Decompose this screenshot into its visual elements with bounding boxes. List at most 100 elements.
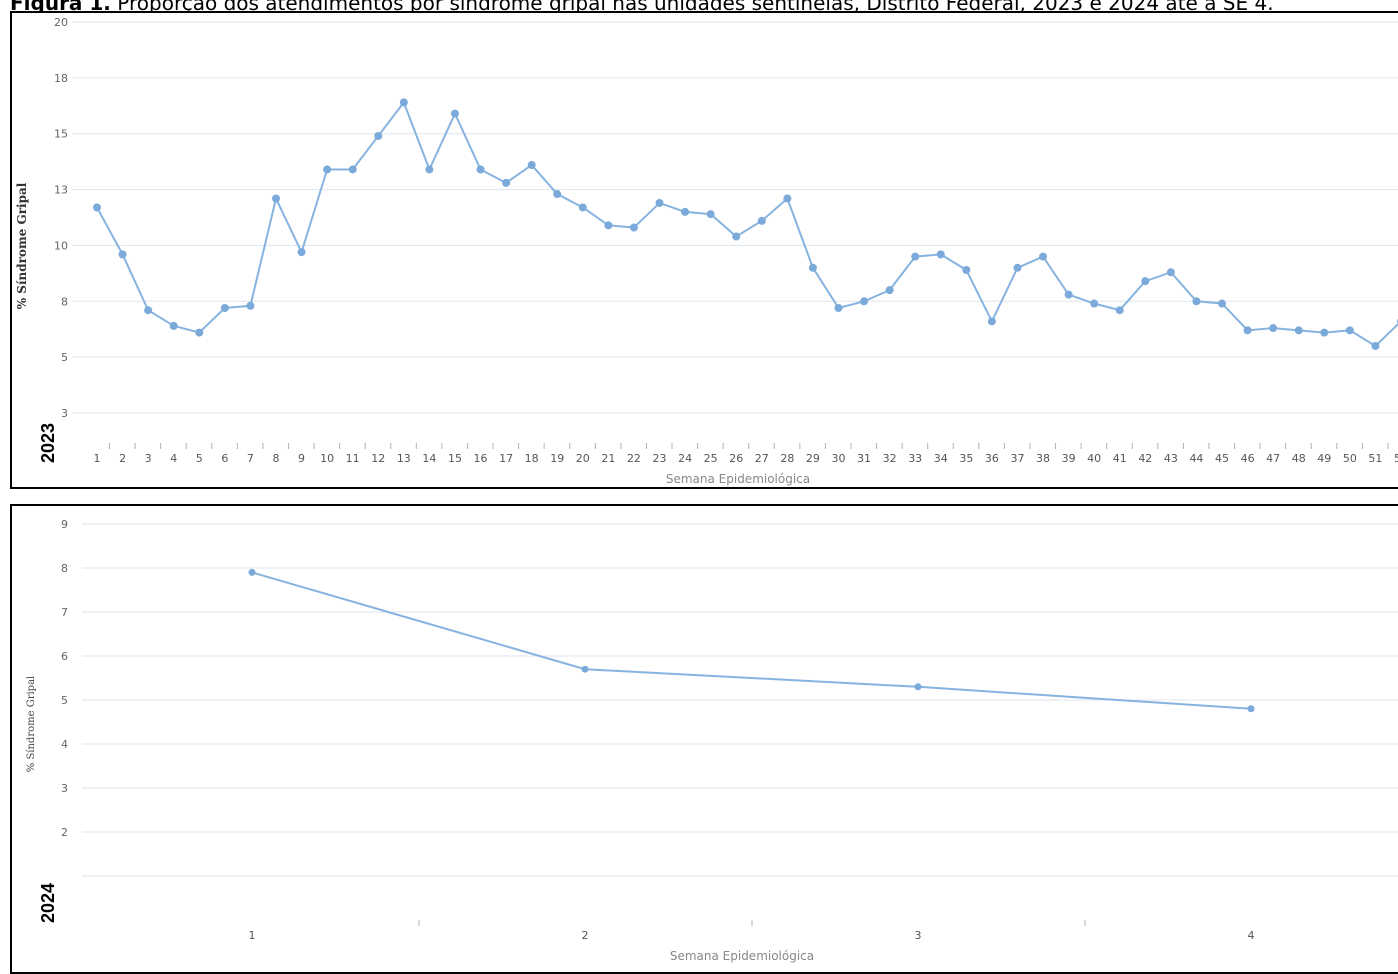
data-point <box>604 221 612 229</box>
y-tick-label: 8 <box>61 562 68 575</box>
x-tick-label: 32 <box>883 452 897 465</box>
series-line-2024 <box>252 572 1251 708</box>
x-tick-label: 40 <box>1087 452 1101 465</box>
y-tick-label: 5 <box>61 351 68 364</box>
data-point <box>582 666 589 673</box>
y-tick-label: 2 <box>61 826 68 839</box>
x-tick-label: 30 <box>831 452 845 465</box>
x-tick-label: 16 <box>474 452 488 465</box>
data-point <box>1371 342 1379 350</box>
x-tick-label: 51 <box>1368 452 1382 465</box>
x-tick-label: 25 <box>704 452 718 465</box>
grid-2024 <box>82 524 1398 876</box>
x-tick-label: 48 <box>1292 452 1306 465</box>
x-tick-label: 1 <box>249 929 256 942</box>
x-tick-label: 4 <box>1248 929 1255 942</box>
x-tick-label: 22 <box>627 452 641 465</box>
x-tick-label: 39 <box>1062 452 1076 465</box>
x-tick-label: 19 <box>550 452 564 465</box>
data-point <box>809 264 817 272</box>
year-label-2024: 2024 <box>38 883 58 923</box>
data-point <box>502 179 510 187</box>
data-point <box>656 199 664 207</box>
x-tick-label: 26 <box>729 452 743 465</box>
y-tick-label: 20 <box>54 16 68 29</box>
data-point <box>528 161 536 169</box>
x-tick-label: 8 <box>272 452 279 465</box>
x-tick-label: 5 <box>196 452 203 465</box>
data-point <box>400 98 408 106</box>
x-tick-label: 31 <box>857 452 871 465</box>
x-tick-label: 14 <box>422 452 436 465</box>
data-point <box>246 302 254 310</box>
year-label-2023: 2023 <box>38 423 58 463</box>
x-tick-label: 41 <box>1113 452 1127 465</box>
x-tick-label: 43 <box>1164 452 1178 465</box>
x-tick-label: 28 <box>780 452 794 465</box>
data-point <box>758 217 766 225</box>
y-tick-label: 4 <box>61 738 68 751</box>
data-point <box>1244 326 1252 334</box>
data-point <box>170 322 178 330</box>
x-tick-label: 2 <box>582 929 589 942</box>
data-point <box>1248 705 1255 712</box>
x-tick-label: 20 <box>576 452 590 465</box>
data-point <box>1346 326 1354 334</box>
y-tick-label: 6 <box>61 650 68 663</box>
x-axis-title-2024: Semana Epidemiológica <box>670 949 814 963</box>
x-tick-label: 42 <box>1138 452 1152 465</box>
data-point <box>144 306 152 314</box>
data-point <box>195 329 203 337</box>
data-point <box>1013 264 1021 272</box>
data-point <box>374 132 382 140</box>
x-tick-label: 12 <box>371 452 385 465</box>
data-point <box>783 195 791 203</box>
x-tick-label: 38 <box>1036 452 1050 465</box>
x-tick-label: 33 <box>908 452 922 465</box>
x-tick-label: 35 <box>959 452 973 465</box>
data-point <box>1039 253 1047 261</box>
y-tick-label: 8 <box>61 295 68 308</box>
x-tick-label: 1 <box>94 452 101 465</box>
data-point <box>630 224 638 232</box>
y-tick-label: 3 <box>61 782 68 795</box>
y-tick-label: 15 <box>54 128 68 141</box>
x-tick-label: 50 <box>1343 452 1357 465</box>
x-tick-label: 3 <box>145 452 152 465</box>
x-tick-label: 10 <box>320 452 334 465</box>
x-tick-label: 2 <box>119 452 126 465</box>
data-point <box>553 190 561 198</box>
data-point <box>425 165 433 173</box>
y-axis-title-2024: % Síndrome Gripal <box>26 676 37 772</box>
x-tick-label: 44 <box>1189 452 1203 465</box>
data-point <box>249 569 256 576</box>
data-point <box>962 266 970 274</box>
data-point <box>937 250 945 258</box>
data-point <box>1065 291 1073 299</box>
x-tick-label: 3 <box>915 929 922 942</box>
data-point <box>707 210 715 218</box>
data-point <box>221 304 229 312</box>
y-tick-label: 13 <box>54 184 68 197</box>
x-ticks-2024: 1 2 3 4 <box>249 929 1255 942</box>
data-point <box>1320 329 1328 337</box>
x-tick-label: 17 <box>499 452 513 465</box>
data-point <box>323 165 331 173</box>
data-point <box>298 248 306 256</box>
x-axis-title-2023: Semana Epidemiológica <box>666 472 810 486</box>
data-point <box>451 110 459 118</box>
x-tick-marks-2024 <box>419 920 1085 926</box>
data-point <box>477 165 485 173</box>
data-point <box>886 286 894 294</box>
x-tick-label: 45 <box>1215 452 1229 465</box>
data-point <box>119 250 127 258</box>
data-point <box>1090 300 1098 308</box>
x-tick-label: 21 <box>601 452 615 465</box>
x-tick-label: 24 <box>678 452 692 465</box>
y-tick-label: 9 <box>61 518 68 531</box>
x-tick-label: 49 <box>1317 452 1331 465</box>
